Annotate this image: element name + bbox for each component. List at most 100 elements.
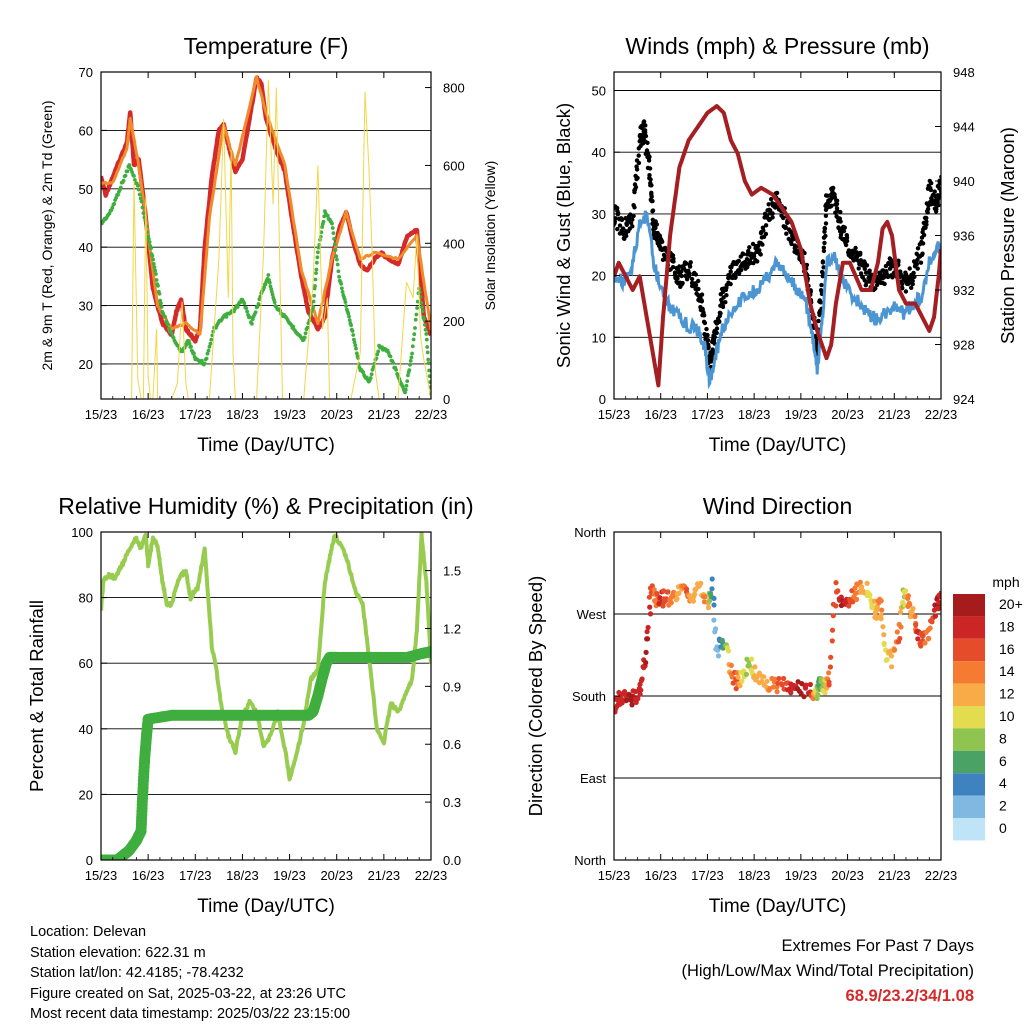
direction-point	[728, 662, 734, 669]
x-axis-label: Time (Day/UTC)	[709, 896, 847, 917]
y-tick-label: 60	[79, 123, 93, 138]
y-axis-label: Sonic Wind & Gust (Blue, Black)	[553, 103, 574, 368]
plot-frame	[100, 531, 432, 861]
gust-point	[829, 203, 834, 208]
dewpoint-point	[325, 213, 330, 218]
dewpoint-point	[163, 315, 168, 319]
legend-label: 0	[999, 820, 1007, 836]
dewpoint-point	[314, 271, 318, 275]
dewpoint-point	[209, 337, 214, 342]
dewpoint-point	[291, 324, 296, 329]
x-tick-label: 20/23	[320, 868, 353, 883]
sonic-wind-line	[614, 210, 941, 390]
gust-point	[858, 258, 864, 263]
direction-point	[749, 656, 755, 662]
gust-point	[858, 250, 863, 256]
gust-point	[699, 299, 704, 304]
dewpoint-point	[376, 349, 381, 354]
gust-point	[933, 209, 939, 214]
dewpoint-point	[350, 329, 355, 333]
dewpoint-point	[347, 314, 351, 319]
gust-point	[619, 217, 625, 222]
dewpoint-point	[159, 301, 163, 306]
dewpoint-point	[256, 302, 261, 306]
gust-point	[636, 160, 642, 166]
y-axis-label: Direction (Colored By Speed)	[525, 576, 546, 817]
gust-point	[856, 266, 861, 271]
y-tick-label: 30	[592, 207, 606, 222]
dewpoint-point	[151, 262, 156, 266]
direction-point	[643, 660, 649, 666]
dewpoint-point	[424, 337, 429, 342]
gust-point	[631, 213, 636, 219]
gust-point	[728, 281, 733, 287]
direction-point	[719, 637, 725, 644]
dewpoint-point	[353, 343, 358, 348]
direction-point	[888, 653, 895, 659]
gust-point	[912, 274, 917, 279]
gust-point	[723, 287, 729, 293]
gust-point	[747, 245, 752, 250]
dewpoint-point	[159, 305, 164, 309]
gust-point	[918, 260, 924, 265]
direction-point	[737, 683, 743, 689]
legend-color-swatch	[953, 728, 985, 751]
y-tick-label: 70	[79, 65, 93, 80]
dewpoint-point	[110, 205, 115, 210]
gust-point	[706, 342, 711, 347]
dewpoint-point	[272, 300, 277, 305]
dewpoint-point	[307, 318, 312, 323]
direction-point	[807, 681, 814, 688]
legend-color-swatch	[953, 616, 985, 639]
x-tick-label: 20/23	[831, 407, 864, 422]
dewpoint-point	[409, 355, 414, 360]
direction-point	[881, 640, 887, 646]
gust-point	[821, 245, 826, 250]
gust-point	[844, 238, 850, 244]
dewpoint-point	[412, 332, 417, 337]
x-tick-label: 19/23	[273, 407, 306, 422]
gust-point	[615, 205, 620, 211]
gust-point	[736, 258, 741, 264]
direction-point	[709, 576, 715, 582]
dewpoint-point	[151, 257, 156, 262]
dewpoint-point	[262, 285, 266, 290]
dewpoint-point	[394, 368, 398, 372]
y-tick-label: 30	[79, 299, 93, 314]
direction-point	[927, 625, 933, 631]
dewpoint-point	[415, 299, 420, 304]
dewpoint-point	[391, 361, 396, 365]
direction-point	[708, 591, 714, 597]
dewpoint-point	[153, 268, 158, 273]
gust-point	[842, 225, 847, 230]
y-tick-label: 100	[71, 525, 93, 540]
x-tick-label: 22/23	[415, 868, 448, 883]
location-text: Location: Delevan	[30, 924, 147, 940]
direction-point	[622, 689, 628, 695]
dewpoint-point	[427, 374, 431, 378]
dewpoint-point	[408, 359, 413, 363]
direction-point	[709, 586, 715, 592]
gust-point	[632, 205, 637, 210]
y-tick-label: 20	[79, 787, 93, 802]
dewpoint-point	[410, 351, 414, 356]
dewpoint-point	[339, 282, 344, 286]
direction-point	[638, 687, 644, 693]
dewpoint-point	[349, 323, 353, 328]
x-tick-label: 19/23	[273, 868, 306, 883]
dewpoint-point	[187, 341, 192, 346]
gust-point	[702, 320, 708, 326]
direction-point	[711, 595, 717, 602]
dewpoint-point	[331, 231, 336, 236]
gust-point	[617, 223, 623, 228]
direction-point	[711, 602, 717, 608]
dewpoint-point	[242, 301, 247, 306]
direction-point	[929, 619, 935, 625]
gust-point	[911, 270, 916, 276]
dewpoint-point	[314, 267, 319, 272]
dewpoint-point	[423, 323, 427, 327]
gust-point	[746, 248, 751, 254]
gust-point	[899, 285, 905, 290]
gust-point	[915, 266, 920, 271]
y-tick-label: 40	[79, 240, 93, 255]
